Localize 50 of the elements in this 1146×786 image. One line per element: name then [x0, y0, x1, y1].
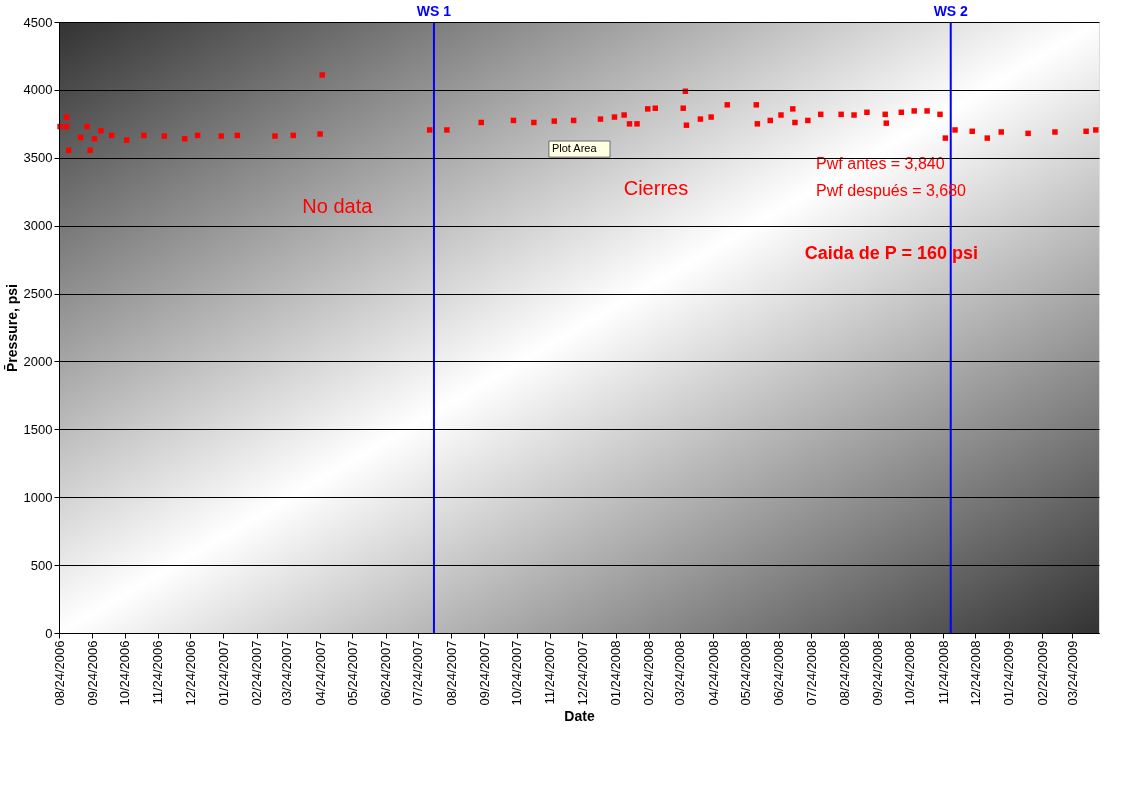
- ref-line-label: WS 1: [416, 3, 452, 19]
- y-tick-label: 0: [45, 625, 53, 641]
- y-tick-label: 3500: [23, 150, 53, 166]
- x-tick-label: 08/24/2006: [51, 640, 67, 706]
- x-tick-label: 02/24/2008: [641, 640, 657, 706]
- x-tick-label: 01/24/2007: [215, 640, 231, 706]
- y-tick-label: 1500: [23, 421, 53, 437]
- annotation: Cierres: [623, 176, 689, 199]
- x-tick-label: 02/24/2009: [1034, 640, 1050, 706]
- x-tick-label: 07/24/2007: [410, 640, 426, 706]
- x-tick-label: 11/24/2008: [935, 640, 951, 705]
- x-tick-label: 12/24/2006: [182, 640, 198, 706]
- annotation: No data: [302, 195, 374, 218]
- annotation: Plot Area: [551, 142, 598, 155]
- ref-line-label: WS 2: [933, 3, 969, 19]
- y-tick-label: 2000: [23, 353, 53, 369]
- x-tick-label: 03/24/2008: [672, 640, 688, 706]
- x-tick-label: 04/24/2008: [705, 640, 721, 706]
- x-tick-label: 09/24/2006: [84, 640, 100, 706]
- x-tick-label: 03/24/2009: [1064, 640, 1080, 706]
- x-tick-label: 01/24/2008: [608, 640, 624, 706]
- x-tick-label: 09/24/2007: [476, 640, 492, 706]
- x-tick-label: 01/24/2009: [1001, 640, 1017, 706]
- x-tick-label: 11/24/2007: [542, 640, 558, 705]
- x-tick-label: 12/24/2007: [574, 640, 590, 706]
- x-tick-label: 04/24/2007: [312, 640, 328, 706]
- y-tick-label: 3000: [23, 218, 53, 234]
- x-tick-label: 06/24/2008: [771, 640, 787, 706]
- x-tick-label: 05/24/2008: [738, 640, 754, 706]
- x-tick-label: 10/24/2006: [117, 640, 133, 706]
- y-tick-label: 2500: [23, 286, 53, 302]
- y-tick-label: 4500: [23, 14, 53, 30]
- x-tick-label: 11/24/2006: [150, 640, 166, 705]
- x-tick-label: 06/24/2007: [378, 640, 394, 706]
- x-tick-label: 02/24/2007: [249, 640, 265, 706]
- y-tick-label: 500: [30, 557, 53, 573]
- y-tick-label: 1000: [23, 489, 53, 505]
- x-tick-label: 09/24/2008: [870, 640, 886, 706]
- x-tick-label: 03/24/2007: [279, 640, 295, 706]
- x-tick-label: 10/24/2007: [509, 640, 525, 706]
- y-tick-label: 4000: [23, 82, 53, 98]
- x-tick-label: 08/24/2007: [443, 640, 459, 706]
- annotation: Caida de P = 160 psi: [804, 243, 978, 264]
- x-axis-title: Date: [564, 707, 595, 724]
- x-tick-label: 08/24/2008: [836, 640, 852, 706]
- y-axis-title: P̄ressure, psi: [2, 284, 20, 372]
- x-tick-label: 10/24/2008: [902, 640, 918, 706]
- x-tick-label: 07/24/2008: [803, 640, 819, 706]
- x-tick-label: 05/24/2007: [344, 640, 360, 706]
- x-tick-label: 12/24/2008: [967, 640, 983, 706]
